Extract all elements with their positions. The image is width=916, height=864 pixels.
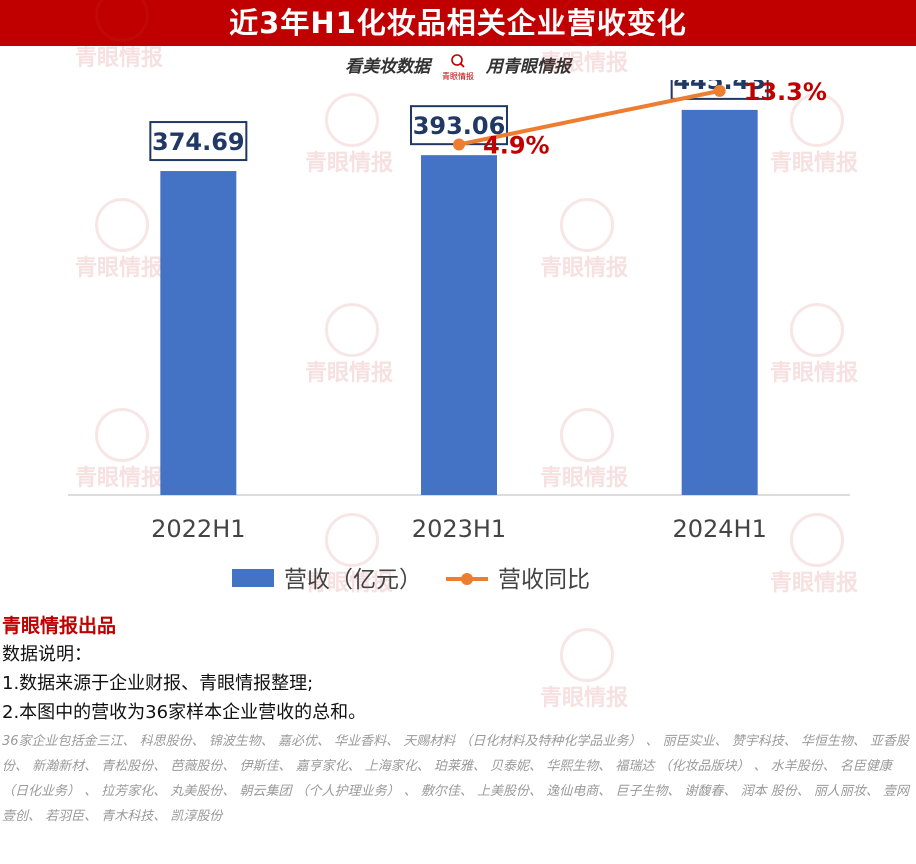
legend-label-line: 营收同比	[498, 567, 590, 593]
note-source: 1.数据来源于企业财报、青眼情报整理;	[2, 673, 314, 694]
yoy-line	[458, 88, 721, 147]
producer-label: 青眼情报出品	[2, 615, 117, 637]
bar	[421, 155, 497, 495]
legend-swatch-marker	[461, 573, 473, 585]
yoy-value-label: 13.3%	[744, 80, 827, 106]
magnifier-icon	[451, 54, 465, 68]
bar	[160, 171, 237, 496]
slogan-left: 看美妆数据	[345, 57, 431, 77]
yoy-value-label: 4.9%	[483, 131, 550, 159]
yoy-point	[453, 138, 465, 151]
x-tick-label: 2024H1	[672, 515, 766, 543]
company-list: 36家企业包括金三江、 科思股份、 锦波生物、 嘉必优、 华业香料、 天赐材料 …	[2, 734, 909, 824]
legend-label-bar: 营收（亿元）	[284, 567, 422, 593]
slogan: 看美妆数据 青眼情报 用青眼情报	[0, 52, 916, 81]
brand-logo-text: 青眼情报	[442, 72, 474, 81]
notes-heading: 数据说明：	[2, 644, 92, 665]
bar-value-label: 393.06	[413, 112, 506, 140]
slogan-right: 用青眼情报	[485, 57, 571, 77]
notes-section: 青眼情报出品 数据说明： 1.数据来源于企业财报、青眼情报整理; 2.本图中的营…	[2, 612, 914, 829]
yoy-point	[713, 84, 726, 97]
bar	[681, 109, 758, 495]
note-definition: 2.本图中的营收为36家样本企业营收的总和。	[2, 702, 367, 723]
x-tick-label: 2023H1	[412, 515, 506, 543]
bar-value-label: 374.69	[152, 128, 245, 156]
brand-logo: 青眼情报	[442, 53, 474, 81]
x-tick-label: 2022H1	[151, 515, 245, 543]
chart-title: 近3年H1化妆品相关企业营收变化	[0, 0, 916, 46]
legend-swatch-bar	[232, 569, 274, 587]
bar-value-box	[149, 121, 248, 162]
bar-line-chart: 374.692022H1393.062023H1445.432024H14.9%…	[68, 80, 850, 593]
